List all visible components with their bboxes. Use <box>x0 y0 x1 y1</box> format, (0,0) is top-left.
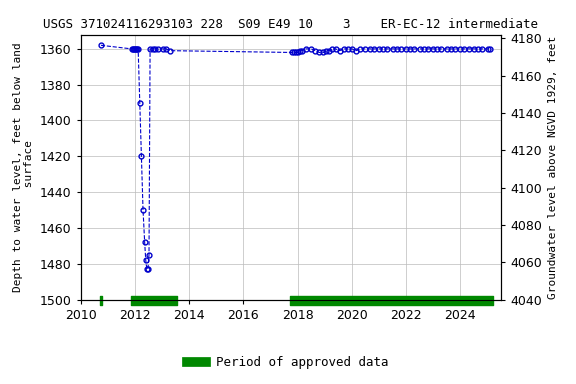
Title: USGS 371024116293103 228  S09 E49 10    3    ER-EC-12 intermediate: USGS 371024116293103 228 S09 E49 10 3 ER… <box>43 18 539 31</box>
Y-axis label: Depth to water level, feet below land
 surface: Depth to water level, feet below land su… <box>13 42 34 292</box>
Y-axis label: Groundwater level above NGVD 1929, feet: Groundwater level above NGVD 1929, feet <box>548 35 558 299</box>
Legend: Period of approved data: Period of approved data <box>183 351 393 374</box>
